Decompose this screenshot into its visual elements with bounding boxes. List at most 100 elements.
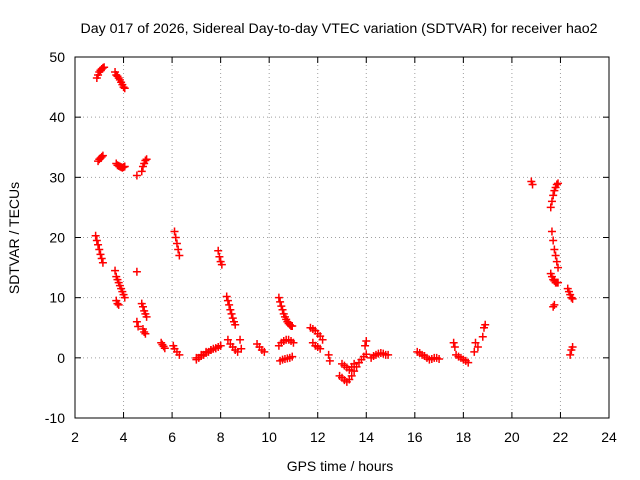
data-point bbox=[528, 180, 537, 189]
data-point bbox=[547, 227, 556, 236]
data-point bbox=[551, 251, 560, 260]
data-point bbox=[215, 252, 224, 261]
data-point bbox=[549, 191, 558, 200]
data-point bbox=[137, 167, 146, 176]
x-tick-label: 20 bbox=[504, 429, 520, 445]
data-point bbox=[113, 299, 122, 308]
data-point bbox=[568, 294, 577, 303]
y-tick-label: 30 bbox=[49, 169, 65, 185]
data-point bbox=[141, 156, 150, 165]
data-point bbox=[470, 347, 479, 356]
y-tick-label: -10 bbox=[45, 410, 65, 426]
x-tick-label: 16 bbox=[407, 429, 423, 445]
data-point bbox=[228, 314, 237, 323]
y-tick-label: 40 bbox=[49, 109, 65, 125]
data-point bbox=[223, 335, 232, 344]
data-point bbox=[435, 355, 444, 364]
data-point bbox=[217, 260, 226, 269]
data-point bbox=[142, 155, 151, 164]
data-point bbox=[350, 367, 359, 376]
data-point bbox=[114, 74, 123, 83]
data-point bbox=[362, 336, 371, 345]
x-tick-labels: 2 4 6 8 10 12 14 16 18 20 22 24 bbox=[71, 429, 617, 445]
data-point bbox=[120, 84, 129, 93]
data-point bbox=[237, 344, 246, 353]
data-point bbox=[225, 300, 234, 309]
data-point bbox=[449, 338, 458, 347]
data-point bbox=[554, 263, 563, 272]
x-tick-label: 6 bbox=[168, 429, 176, 445]
chart-title: Day 017 of 2026, Sidereal Day-to-day VTE… bbox=[80, 21, 597, 37]
y-tick-label: 50 bbox=[49, 49, 65, 65]
data-point bbox=[92, 236, 101, 245]
data-point bbox=[549, 236, 558, 245]
data-point bbox=[384, 350, 393, 359]
grid-lines bbox=[75, 57, 609, 418]
data-point bbox=[567, 293, 576, 302]
data-point bbox=[289, 338, 298, 347]
data-point bbox=[325, 356, 334, 365]
data-point bbox=[554, 179, 563, 188]
data-point bbox=[96, 250, 105, 259]
x-tick-label: 14 bbox=[358, 429, 374, 445]
data-point bbox=[276, 297, 285, 306]
data-point bbox=[94, 240, 103, 249]
y-tick-label: 0 bbox=[57, 350, 65, 366]
data-point bbox=[132, 171, 141, 180]
data-point bbox=[226, 305, 235, 314]
data-point bbox=[277, 302, 286, 311]
data-point bbox=[160, 344, 169, 353]
data-point bbox=[274, 293, 283, 302]
data-point bbox=[206, 346, 215, 355]
data-point bbox=[347, 371, 356, 380]
data-point bbox=[175, 251, 184, 260]
y-axis-label: SDTVAR / TECUs bbox=[6, 182, 22, 294]
data-point bbox=[97, 152, 106, 161]
data-point bbox=[552, 180, 561, 189]
x-tick-label: 22 bbox=[553, 429, 569, 445]
data-point bbox=[197, 350, 206, 359]
data-point bbox=[175, 350, 184, 359]
data-point bbox=[174, 245, 183, 254]
data-point bbox=[566, 350, 575, 359]
data-point bbox=[142, 312, 151, 321]
data-point bbox=[214, 246, 223, 255]
data-point bbox=[216, 341, 225, 350]
axes bbox=[74, 56, 610, 419]
data-point bbox=[450, 343, 459, 352]
data-point bbox=[111, 266, 120, 275]
plot-border bbox=[74, 56, 610, 419]
data-point bbox=[550, 245, 559, 254]
data-point bbox=[98, 151, 107, 160]
data-point bbox=[170, 227, 179, 236]
data-point bbox=[481, 320, 490, 329]
data-point bbox=[547, 197, 556, 206]
data-point bbox=[278, 305, 287, 314]
data-point bbox=[140, 327, 149, 336]
data-point bbox=[192, 353, 201, 362]
y-tick-label: 10 bbox=[49, 290, 65, 306]
x-tick-label: 2 bbox=[71, 429, 79, 445]
y-tick-label: 20 bbox=[49, 230, 65, 246]
data-point bbox=[550, 300, 559, 309]
data-point bbox=[316, 344, 325, 353]
y-tick-labels: -10 0 10 20 30 40 50 bbox=[45, 49, 65, 426]
data-point bbox=[98, 258, 107, 267]
data-point bbox=[120, 162, 129, 171]
data-point bbox=[464, 358, 473, 367]
x-tick-label: 10 bbox=[261, 429, 277, 445]
data-point bbox=[568, 343, 577, 352]
data-point bbox=[132, 317, 141, 326]
data-point bbox=[473, 343, 482, 352]
data-point bbox=[114, 300, 123, 309]
data-point bbox=[141, 329, 150, 338]
data-point bbox=[91, 231, 100, 240]
x-tick-label: 24 bbox=[601, 429, 617, 445]
x-tick-label: 8 bbox=[217, 429, 225, 445]
data-point bbox=[552, 257, 561, 266]
data-point bbox=[159, 342, 168, 351]
data-point bbox=[554, 278, 563, 287]
data-point bbox=[227, 309, 236, 318]
data-point bbox=[324, 350, 333, 359]
